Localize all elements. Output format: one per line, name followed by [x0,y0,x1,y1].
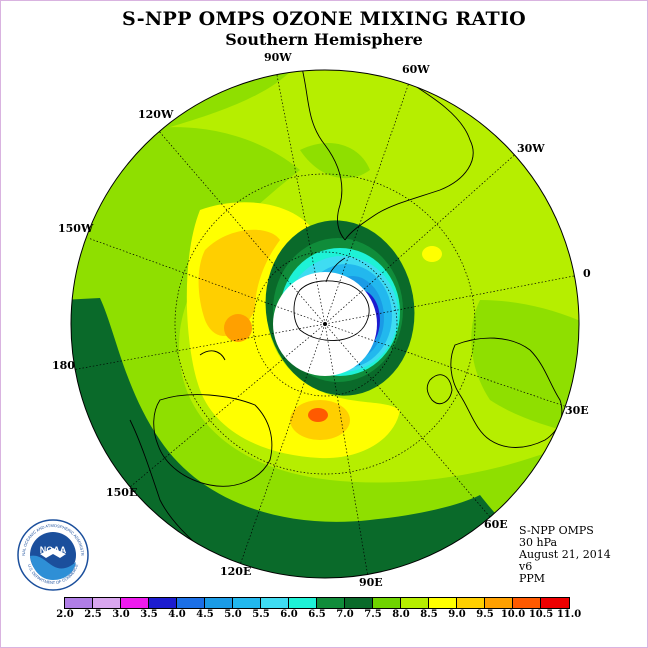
coast-new-zealand [199,350,226,361]
coast-south-america-east [344,70,474,241]
colorbar-tick-label: 8.0 [392,609,410,620]
colorbar-swatch [289,598,317,608]
meridian-0 [324,274,579,325]
coastlines [129,70,563,578]
colorbar-tick-label: 5.5 [252,609,270,620]
colorbar-swatch [317,598,345,608]
meridian-150e [129,323,326,488]
colorbar-swatch [121,598,149,608]
latitude-circle-60s [252,251,398,397]
info-instrument: S-NPP OMPS [519,524,594,537]
colorbar-tick-label: 2.5 [84,609,102,620]
colorbar-tick-label: 9.0 [448,609,466,620]
coast-antarctica [293,280,370,341]
field-9-5-west [224,314,252,342]
meridian-120e [239,323,326,566]
lon-label-180: 180 [52,359,75,372]
colorbar-tick-label: 10.0 [500,609,526,620]
south-pole-marker [323,322,327,326]
colorbar-tick-label: 10.5 [528,609,554,620]
map-title: S-NPP OMPS OZONE MIXING RATIO [121,8,527,30]
colorbar-tick-label: 6.5 [308,609,326,620]
lon-label-120w: 120W [138,108,174,121]
colorbar-tick-label: 3.0 [112,609,130,620]
colorbar-swatch [485,598,513,608]
colorbar-tick-label: 5.0 [224,609,242,620]
coast-australia [153,394,273,487]
colorbar-tick-label: 7.0 [336,609,354,620]
coast-asia-south [129,419,321,578]
coast-south-america-west [299,70,346,241]
field-7-0-outer [71,298,579,578]
lon-label-60e: 60E [484,518,508,531]
coast-antarctic-peninsula [325,257,346,283]
colorbar-swatch [457,598,485,608]
info-version: v6 [519,560,533,573]
colorbar-tick-label: 2.0 [56,609,74,620]
colorbar-swatch [261,598,289,608]
lon-label-90w: 90W [264,51,292,64]
meridian-150w [87,237,326,325]
colorbar-swatch [541,598,569,608]
lon-label-150e: 150E [106,486,138,499]
graticule [71,70,579,578]
colorbar-swatch [177,598,205,608]
info-pressure-level: 30 hPa [519,536,558,549]
colorbar-tick-label: 6.0 [280,609,298,620]
info-units: PPM [519,572,546,585]
lon-label-30w: 30W [517,142,545,155]
colorbar-tick-label: 9.5 [476,609,494,620]
field-9-0-west [198,229,280,337]
colorbar-swatch [401,598,429,608]
info-date: August 21, 2014 [519,548,611,561]
info-block: S-NPP OMPS 30 hPa August 21, 2014 v6 PPM [519,525,611,585]
colorbar-tick-label: 8.5 [420,609,438,620]
meridian-30e [324,323,571,409]
ozone-field [71,70,579,578]
colorbar [64,597,570,609]
noaa-logo: NOAA NATIONAL OCEANIC AND ATMOSPHERIC AD… [16,518,89,591]
colorbar-swatch [233,598,261,608]
logo-bird-icon [40,548,66,558]
colorbar-swatch [205,598,233,608]
colorbar-swatch [513,598,541,608]
coast-africa [450,337,563,448]
field-8-5-east [422,246,442,262]
colorbar-swatch [65,598,93,608]
meridian-60w [324,73,413,325]
lon-label-60w: 60W [402,63,430,76]
colorbar-tick-label: 4.0 [168,609,186,620]
coast-madagascar [426,374,453,404]
colorbar-swatch [373,598,401,608]
colorbar-tick-label: 11.0 [556,609,582,620]
map-subtitle: Southern Hemisphere [225,30,423,49]
colorbar-tick-label: 7.5 [364,609,382,620]
lon-label-150w: 150W [58,222,94,235]
colorbar-tick-label: 3.5 [140,609,158,620]
lon-label-0: 0 [583,267,591,280]
logo-wave [30,555,76,580]
meridian-120w [157,129,326,325]
colorbar-swatch [93,598,121,608]
lon-label-30e: 30E [565,404,589,417]
meridian-60e [324,323,491,518]
meridian-30w [324,149,521,325]
map-boundary [70,69,580,579]
lon-label-90e: 90E [359,576,383,589]
logo-text: NOAA [40,545,67,555]
meridian-180 [71,323,326,371]
colorbar-ticks: 2.0 2.5 3.0 3.5 4.0 4.5 5.0 5.5 6.0 6.5 7.0 7.5 8.0 8… [0,609,648,623]
colorbar-swatch [149,598,177,608]
colorbar-swatch [429,598,457,608]
colorbar-tick-label: 4.5 [196,609,214,620]
field-10-0-south [308,408,328,422]
meridian-90w [275,70,326,325]
latitude-circle-30s [174,173,476,475]
colorbar-swatch [345,598,373,608]
lon-label-120e: 120E [220,565,252,578]
meridian-90e [324,323,369,578]
